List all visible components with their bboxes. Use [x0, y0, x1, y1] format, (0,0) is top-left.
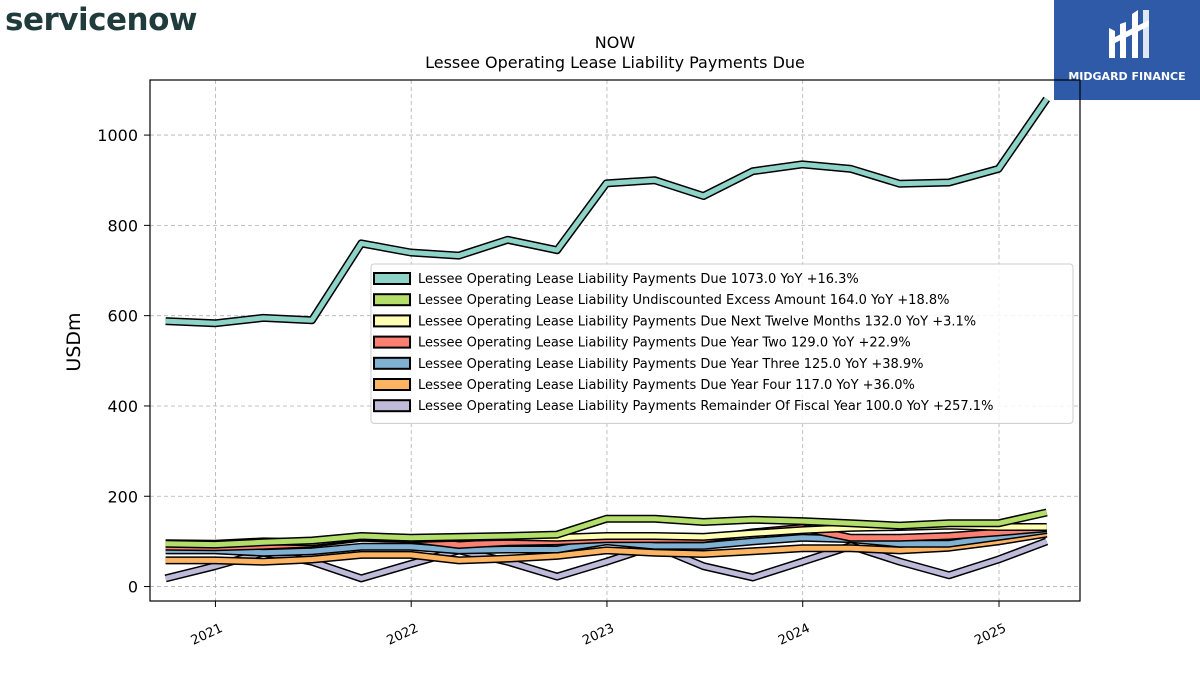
legend-label: Lessee Operating Lease Liability Undisco… — [418, 293, 949, 308]
x-tick-label: 2021 — [189, 621, 225, 649]
y-tick-label: 400 — [107, 397, 138, 416]
legend-label: Lessee Operating Lease Liability Payment… — [418, 272, 859, 287]
x-tick-label: 2022 — [385, 621, 421, 649]
legend: Lessee Operating Lease Liability Payment… — [370, 263, 1074, 424]
legend-label: Lessee Operating Lease Liability Payment… — [418, 357, 924, 372]
y-tick-label: 200 — [107, 487, 138, 506]
servicenow-logo: servicenow — [5, 2, 198, 38]
x-tick-label: 2023 — [580, 621, 616, 649]
legend-label: Lessee Operating Lease Liability Payment… — [418, 378, 915, 393]
legend-label: Lessee Operating Lease Liability Payment… — [418, 314, 976, 329]
midgard-logo-icon — [1109, 10, 1149, 58]
chart-subtitle: Lessee Operating Lease Liability Payment… — [425, 53, 805, 72]
partner-name: MIDGARD FINANCE — [1068, 70, 1186, 83]
series-line — [165, 510, 1048, 548]
chart-title: NOW — [595, 33, 636, 52]
legend-swatch — [373, 378, 411, 391]
y-tick-label: 800 — [107, 216, 138, 235]
y-tick-label: 600 — [107, 307, 138, 326]
x-tick-label: 2025 — [972, 621, 1008, 649]
y-axis-label: USDm — [63, 312, 85, 371]
legend-swatch — [373, 293, 411, 307]
legend-swatch — [373, 399, 411, 413]
logo-text: servicenow — [5, 2, 198, 38]
legend-swatch — [373, 356, 411, 370]
legend-box — [370, 263, 1074, 424]
legend-label: Lessee Operating Lease Liability Payment… — [418, 399, 993, 414]
y-tick-label: 0 — [128, 578, 138, 597]
x-tick-label: 2024 — [776, 621, 812, 649]
series-line — [165, 531, 1048, 565]
partner-badge: MIDGARD FINANCE — [1054, 0, 1200, 100]
series-line — [165, 97, 1049, 326]
series-layer — [164, 96, 1050, 583]
legend-swatch — [373, 314, 411, 328]
legend-swatch — [373, 272, 411, 285]
legend-label: Lessee Operating Lease Liability Payment… — [418, 336, 911, 351]
legend-swatch — [373, 335, 411, 349]
y-tick-label: 1000 — [97, 126, 138, 145]
plot-frame — [149, 79, 1081, 602]
